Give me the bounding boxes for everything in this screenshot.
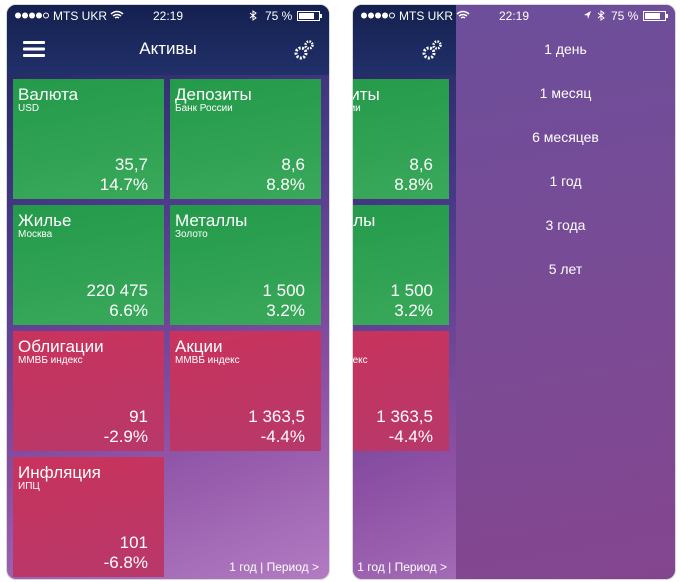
status-bar: MTS UKR 22:19 75 % (353, 5, 675, 25)
asset-name: Валюта (18, 85, 79, 104)
bluetooth-icon (597, 10, 605, 21)
carrier: MTS UKR (53, 9, 107, 23)
asset-change: 6.6% (109, 301, 148, 320)
asset-value: 91 (129, 407, 148, 426)
asset-value: 101 (119, 533, 148, 552)
wifi-icon (110, 10, 124, 19)
asset-tile[interactable]: Валюта USD 35,7 14.7% (13, 79, 164, 199)
asset-tile[interactable]: Инфляция ИПЦ 101 -6.8% (13, 457, 164, 577)
asset-name: Депозиты (353, 85, 380, 104)
asset-value: 1 500 (262, 281, 305, 300)
asset-value: 1 363,5 (376, 407, 433, 426)
menu-item[interactable]: 5 лет (548, 261, 583, 277)
asset-value: 1 500 (390, 281, 433, 300)
asset-tile[interactable]: Облигации ММВБ индекс 91 -2.9% (13, 331, 164, 451)
menu-item[interactable]: 1 день (544, 41, 587, 57)
asset-name: Металлы (175, 211, 248, 230)
menu-item[interactable]: 1 месяц (539, 85, 592, 101)
asset-subtitle: Банк России (175, 103, 233, 114)
asset-name: Акции (175, 337, 223, 356)
asset-value: 220 475 (86, 281, 148, 300)
asset-change: 3.2% (266, 301, 305, 320)
asset-value: 8,6 (281, 155, 305, 174)
asset-name: Металлы (353, 211, 376, 230)
asset-subtitle: Банк России (353, 103, 361, 114)
signal-icon (15, 12, 49, 19)
asset-subtitle: ММВБ индекс (175, 355, 240, 366)
asset-subtitle: ММВБ индекс (353, 355, 368, 366)
location-icon (584, 11, 591, 19)
phone-screen: MTS UKR 22:19 75 % Активы Валюта USD 35,7 1… (6, 4, 330, 580)
clock: 22:19 (153, 9, 184, 23)
asset-name: Инфляция (18, 463, 101, 482)
asset-subtitle: Москва (18, 229, 53, 240)
menu-item[interactable]: 1 год (549, 173, 582, 189)
status-bar: MTS UKR 22:19 75 % (7, 5, 329, 25)
menu-button[interactable] (23, 41, 45, 57)
asset-name: Депозиты (175, 85, 252, 104)
settings-button[interactable] (293, 39, 315, 61)
carrier: MTS UKR (399, 9, 453, 23)
signal-icon (361, 12, 395, 19)
bluetooth-icon (249, 10, 257, 21)
asset-name: Облигации (18, 337, 104, 356)
asset-name: Жилье (18, 211, 72, 230)
period-link[interactable]: 1 год | Период > (357, 560, 447, 574)
settings-button[interactable] (421, 39, 443, 61)
battery-icon (643, 11, 668, 21)
battery-icon (297, 11, 322, 21)
asset-subtitle: ММВБ индекс (18, 355, 83, 366)
asset-value: 35,7 (114, 155, 148, 174)
nav-bar: Активы (7, 5, 329, 75)
asset-tile[interactable]: Жилье Москва 220 475 6.6% (13, 205, 164, 325)
asset-value: 1 363,5 (248, 407, 305, 426)
period-menu: 1 день 1 месяц 6 месяцев 1 год 3 года 5 лет (456, 5, 675, 579)
menu-item[interactable]: 3 года (545, 217, 586, 233)
asset-change: -6.8% (103, 553, 148, 572)
battery-text: 75 % (265, 9, 293, 23)
menu-item[interactable]: 6 месяцев (532, 129, 599, 145)
asset-subtitle: Золото (175, 229, 208, 240)
screen-title: Активы (139, 39, 197, 58)
period-link[interactable]: 1 год | Период > (229, 560, 319, 574)
asset-value: 8,6 (409, 155, 433, 174)
asset-change: 14.7% (99, 175, 148, 194)
asset-subtitle: USD (18, 103, 40, 114)
clock: 22:19 (499, 9, 530, 23)
asset-change: 8.8% (266, 175, 305, 194)
asset-change: 3.2% (394, 301, 433, 320)
asset-change: -4.4% (260, 427, 305, 446)
asset-change: 8.8% (394, 175, 433, 194)
asset-change: -2.9% (103, 427, 148, 446)
asset-subtitle: ИПЦ (18, 481, 40, 492)
wifi-icon (456, 10, 470, 19)
asset-change: -4.4% (388, 427, 433, 446)
battery-text: 75 % (611, 9, 639, 23)
